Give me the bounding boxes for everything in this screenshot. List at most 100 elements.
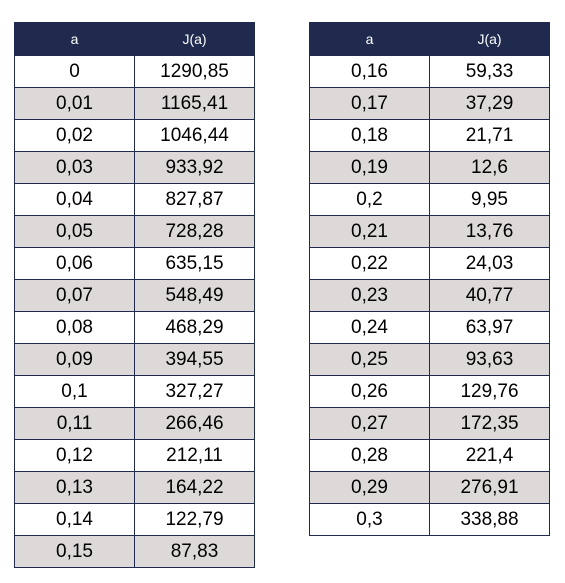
- table-row: 0,16 59,33: [309, 55, 550, 88]
- table-row: 0,02 1046,44: [14, 119, 255, 152]
- cell-a: 0,3: [309, 503, 430, 536]
- cell-a: 0,25: [309, 343, 430, 376]
- cell-j-value: 12,6: [429, 151, 550, 184]
- table-row: 0,08 468,29: [14, 311, 255, 344]
- table-row: 0,2 9,95: [309, 183, 550, 216]
- table-row: 0,19 12,6: [309, 151, 550, 184]
- cell-j-value: 24,03: [429, 247, 550, 280]
- column-header-a: a: [14, 22, 135, 56]
- table-row: 0,3 338,88: [309, 503, 550, 536]
- cell-a: 0,13: [14, 471, 135, 504]
- table-row: 0,03 933,92: [14, 151, 255, 184]
- cell-j-value: 13,76: [429, 215, 550, 248]
- table-row: 0,05 728,28: [14, 215, 255, 248]
- table-body: 0 1290,85 0,01 1165,41 0,02 1046,44 0,03 933,92…: [14, 55, 255, 568]
- cell-a: 0,23: [309, 279, 430, 312]
- table-row: 0,27 172,35: [309, 407, 550, 440]
- cell-j-value: 212,11: [134, 439, 255, 472]
- cell-a: 0,02: [14, 119, 135, 152]
- table-row: 0,28 221,4: [309, 439, 550, 472]
- cell-a: 0,08: [14, 311, 135, 344]
- table-row: 0,1 327,27: [14, 375, 255, 408]
- cell-j-value: 338,88: [429, 503, 550, 536]
- values-table-right: a J(a) 0,16 59,33 0,17 37,29 0,18 21,71 0,19 12…: [309, 22, 550, 536]
- cell-j-value: 63,97: [429, 311, 550, 344]
- cell-a: 0,12: [14, 439, 135, 472]
- cell-a: 0,1: [14, 375, 135, 408]
- table-row: 0,21 13,76: [309, 215, 550, 248]
- cell-a: 0,21: [309, 215, 430, 248]
- cell-j-value: 9,95: [429, 183, 550, 216]
- cell-a: 0: [14, 55, 135, 88]
- table-row: 0,13 164,22: [14, 471, 255, 504]
- cell-j-value: 87,83: [134, 535, 255, 568]
- table-header-row: a J(a): [14, 22, 255, 56]
- cell-j-value: 164,22: [134, 471, 255, 504]
- cell-a: 0,01: [14, 87, 135, 120]
- values-table-left: a J(a) 0 1290,85 0,01 1165,41 0,02 1046,44 0,0…: [14, 22, 255, 568]
- cell-j-value: 728,28: [134, 215, 255, 248]
- table-row: 0,09 394,55: [14, 343, 255, 376]
- cell-j-value: 468,29: [134, 311, 255, 344]
- cell-j-value: 394,55: [134, 343, 255, 376]
- table-row: 0,18 21,71: [309, 119, 550, 152]
- cell-j-value: 933,92: [134, 151, 255, 184]
- cell-j-value: 266,46: [134, 407, 255, 440]
- cell-a: 0,11: [14, 407, 135, 440]
- cell-a: 0,2: [309, 183, 430, 216]
- cell-j-value: 93,63: [429, 343, 550, 376]
- column-header-j: J(a): [134, 22, 255, 56]
- table-row: 0,11 266,46: [14, 407, 255, 440]
- cell-j-value: 327,27: [134, 375, 255, 408]
- cell-a: 0,27: [309, 407, 430, 440]
- table-row: 0,07 548,49: [14, 279, 255, 312]
- cell-j-value: 172,35: [429, 407, 550, 440]
- cell-a: 0,06: [14, 247, 135, 280]
- cell-j-value: 548,49: [134, 279, 255, 312]
- table-row: 0,26 129,76: [309, 375, 550, 408]
- table-row: 0 1290,85: [14, 55, 255, 88]
- table-row: 0,22 24,03: [309, 247, 550, 280]
- cell-a: 0,07: [14, 279, 135, 312]
- cell-j-value: 59,33: [429, 55, 550, 88]
- cell-a: 0,04: [14, 183, 135, 216]
- cell-a: 0,19: [309, 151, 430, 184]
- cell-j-value: 276,91: [429, 471, 550, 504]
- cell-j-value: 1046,44: [134, 119, 255, 152]
- cell-a: 0,26: [309, 375, 430, 408]
- table-row: 0,15 87,83: [14, 535, 255, 568]
- cell-a: 0,15: [14, 535, 135, 568]
- table-row: 0,24 63,97: [309, 311, 550, 344]
- table-row: 0,25 93,63: [309, 343, 550, 376]
- cell-j-value: 635,15: [134, 247, 255, 280]
- cell-a: 0,17: [309, 87, 430, 120]
- table-row: 0,17 37,29: [309, 87, 550, 120]
- cell-a: 0,22: [309, 247, 430, 280]
- column-header-a: a: [309, 22, 430, 56]
- cell-j-value: 1290,85: [134, 55, 255, 88]
- table-row: 0,04 827,87: [14, 183, 255, 216]
- cell-a: 0,03: [14, 151, 135, 184]
- cell-a: 0,29: [309, 471, 430, 504]
- cell-a: 0,24: [309, 311, 430, 344]
- column-header-j: J(a): [429, 22, 550, 56]
- cell-a: 0,14: [14, 503, 135, 536]
- cell-a: 0,28: [309, 439, 430, 472]
- cell-a: 0,16: [309, 55, 430, 88]
- cell-a: 0,18: [309, 119, 430, 152]
- cell-j-value: 122,79: [134, 503, 255, 536]
- table-row: 0,12 212,11: [14, 439, 255, 472]
- table-row: 0,14 122,79: [14, 503, 255, 536]
- cell-j-value: 1165,41: [134, 87, 255, 120]
- cell-j-value: 40,77: [429, 279, 550, 312]
- cell-j-value: 37,29: [429, 87, 550, 120]
- table-row: 0,06 635,15: [14, 247, 255, 280]
- cell-j-value: 21,71: [429, 119, 550, 152]
- cell-a: 0,09: [14, 343, 135, 376]
- table-row: 0,01 1165,41: [14, 87, 255, 120]
- cell-j-value: 827,87: [134, 183, 255, 216]
- table-row: 0,29 276,91: [309, 471, 550, 504]
- table-header-row: a J(a): [309, 22, 550, 56]
- cell-j-value: 129,76: [429, 375, 550, 408]
- cell-a: 0,05: [14, 215, 135, 248]
